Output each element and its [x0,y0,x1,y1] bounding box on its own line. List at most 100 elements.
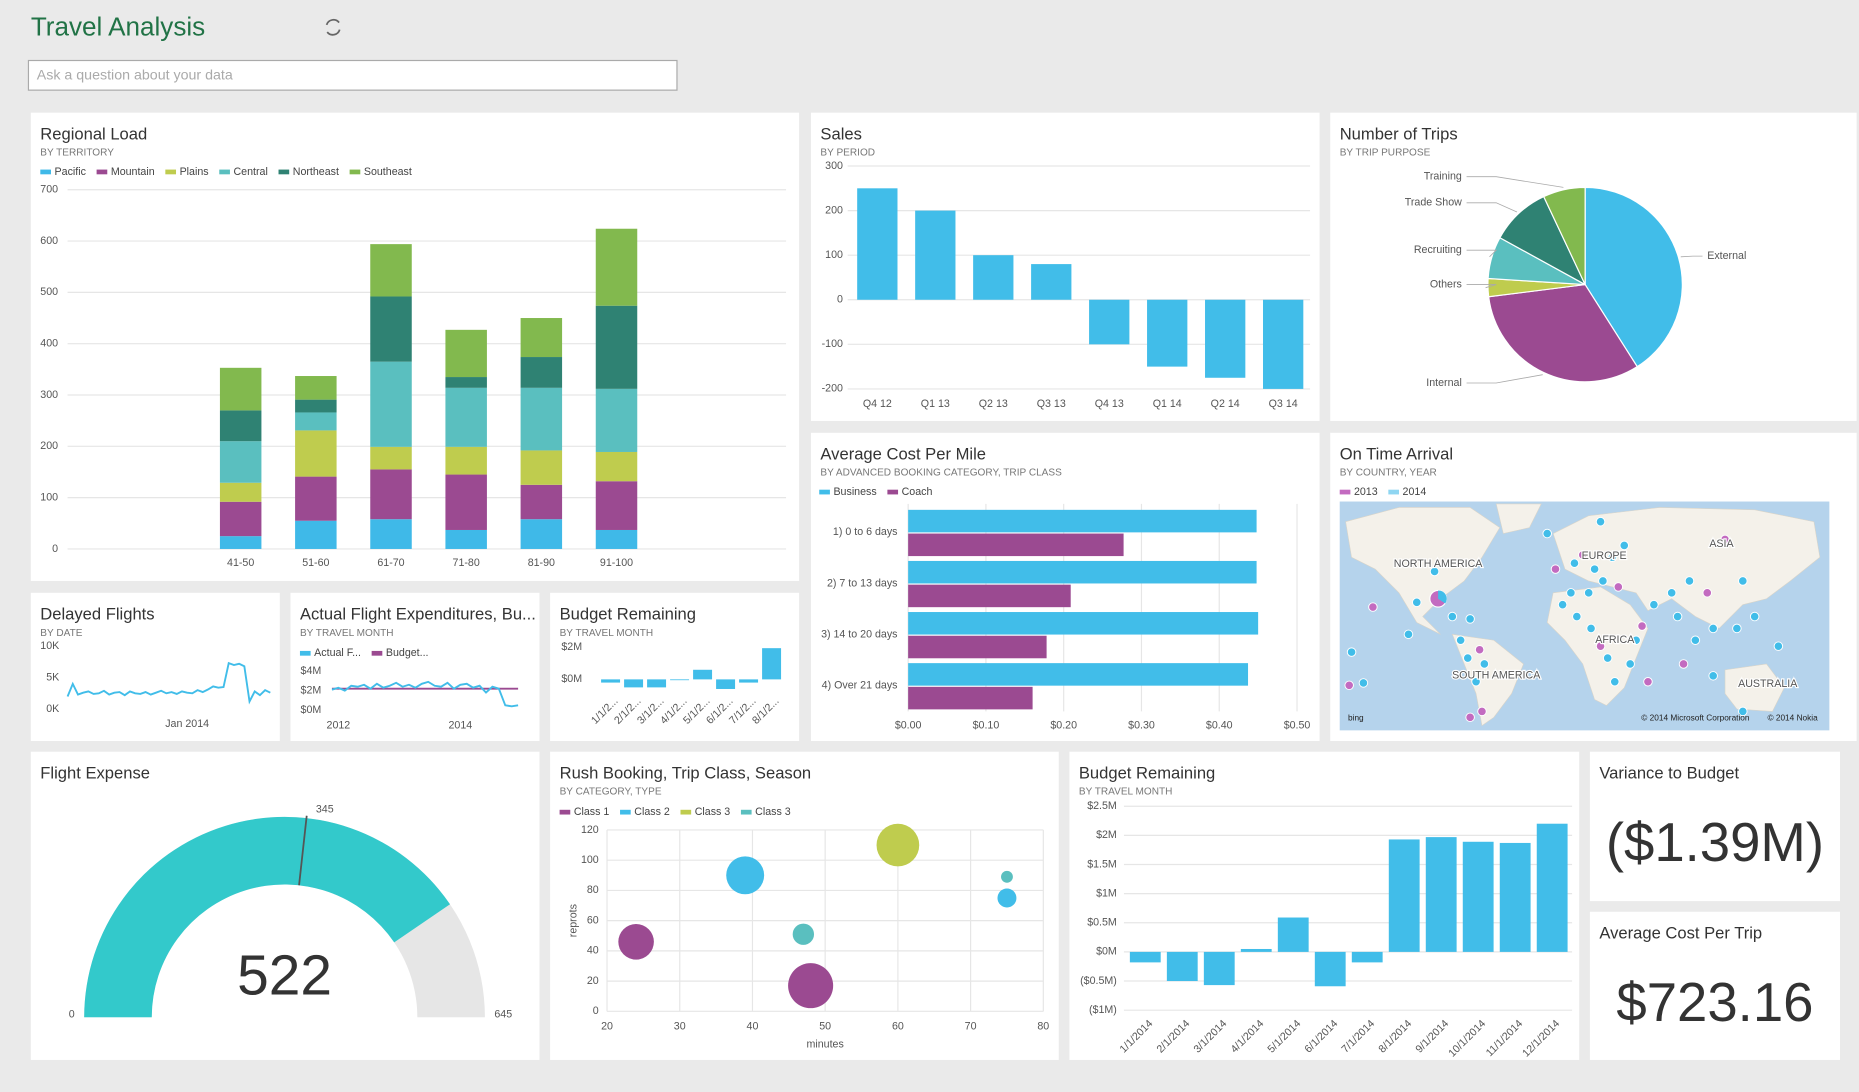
y-tick-label: 0K [46,703,59,715]
y-tick-label: 600 [40,235,58,247]
region-label: EUROPE [1582,550,1627,562]
x-tick-label: 2014 [448,719,472,731]
bar [219,482,262,502]
region-label: NORTH AMERICA [1394,558,1484,570]
legend-label: Southeast [364,166,412,178]
bar [595,481,638,530]
y-tick-label: ($1M) [1089,1004,1117,1016]
pie-slice [1542,186,1586,285]
map-marker [1465,712,1475,723]
gauge-value-label: 522 [237,943,332,1007]
bar [445,446,487,475]
legend-marker [278,169,290,175]
legend-marker [559,809,571,815]
x-tick-label: 41-50 [227,557,254,569]
y-tick-label: 400 [40,338,58,350]
refresh-icon[interactable] [325,18,341,36]
x-tick-label: $0.30 [1128,719,1155,731]
map-marker [1346,647,1357,657]
map-marker [1625,659,1635,669]
y-tick-label: 120 [581,824,599,836]
bar [219,536,262,549]
card-title: Variance to Budget [1599,764,1739,783]
bubble [997,888,1017,908]
tile-subtitle: BY CATEGORY, TYPE [560,787,662,798]
map-marker [1708,623,1718,634]
map-credit: © 2014 Microsoft Corporation [1641,713,1750,723]
map-marker [1678,659,1689,669]
map-marker [1368,602,1378,612]
y-tick-label: $1M [1096,887,1117,899]
bar [670,679,690,681]
y-tick-label: 10K [40,640,59,652]
map-marker [1666,588,1677,598]
legend-marker [349,169,361,175]
map-marker [1477,706,1487,717]
y-tick-label: $2M [301,684,322,696]
x-tick-label: Q1 13 [921,398,950,410]
bar [295,476,337,521]
map-marker [1708,671,1718,681]
map-marker [1684,576,1695,586]
search-box[interactable] [27,59,678,91]
bar [219,367,262,411]
x-tick-label: Jan 2014 [165,718,209,730]
y-tick-label: 60 [587,914,599,926]
bar [908,533,1124,557]
x-tick-label: Q4 12 [863,398,892,410]
y-tick-label: $4M [301,665,322,677]
region-label: AFRICA [1595,634,1635,646]
map-marker [1610,677,1620,687]
map-marker [1474,644,1485,655]
legend-label: Pacific [55,166,87,178]
tile [30,592,280,742]
pie-label: External [1707,250,1746,262]
bar [445,387,487,447]
x-tick-label: 20 [601,1021,613,1033]
tile-subtitle: BY TRAVEL MONTH [560,628,654,639]
bar [445,377,487,388]
tile-title: Budget Remaining [1079,764,1215,783]
map-marker [1637,621,1647,631]
bar [445,329,487,378]
legend-marker [165,169,177,175]
y-tick-label: 100 [40,491,58,503]
leader-line [1466,249,1498,258]
bar [295,520,337,549]
bar [762,648,782,680]
y-tick-label: $2M [1096,829,1117,841]
y-tick-label: 0 [593,1005,599,1017]
map-marker [1720,534,1730,545]
tile-subtitle: BY PERIOD [820,148,875,159]
map-marker [1619,540,1629,551]
y-tick-label: 0 [52,543,58,555]
bar [1031,264,1072,300]
gauge-max-label: 645 [494,1009,512,1021]
tile [550,592,800,742]
search-placeholder: Ask a question about your data [37,68,233,84]
legend-label: Class 1 [574,806,610,818]
gauge-target [298,815,308,886]
map-marker [1631,635,1641,645]
tile-title: Delayed Flights [40,605,154,624]
card-title: Average Cost Per Trip [1599,924,1762,943]
card-value: $723.16 [1616,972,1813,1033]
tile [1589,911,1841,1060]
bar [1263,299,1304,389]
leader-line [1466,202,1518,213]
pie-label: Others [1430,278,1462,290]
map-marker [1465,614,1475,624]
bar [1536,823,1568,952]
bar [219,501,262,537]
bar [1425,837,1457,952]
x-tick-label: 51-60 [302,557,329,569]
land [1552,507,1821,629]
map-marker [1455,635,1466,645]
legend-label: Northeast [293,166,339,178]
map-marker [1672,611,1683,622]
legend-label: Class 3 [755,806,791,818]
pie-label: Internal [1426,377,1462,389]
bar [520,357,563,388]
bubble [1001,870,1013,883]
y-tick-label: $2.5M [1087,800,1117,812]
